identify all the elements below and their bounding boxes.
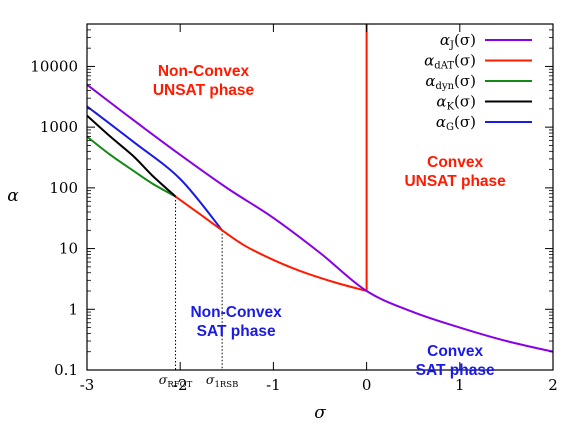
region-labels: Non-Convex UNSAT phase Convex UNSAT phase No… [153,63,506,379]
legend-label: αK(σ) [436,93,476,113]
series-line [86,135,177,198]
region-label: Non-Convex SAT phase [190,304,282,340]
marker-label: σRFOT [159,372,193,390]
legend-label: αG(σ) [436,113,476,133]
marker-lines [175,196,223,370]
x-axis-label: σ [314,403,326,423]
y-tick-label: 1 [68,300,78,318]
curves [86,24,554,353]
x-tick-label: -2 [173,376,188,394]
series-line [174,195,367,292]
legend: αJ(σ)αdAT(σ)αdyn(σ)αK(σ)αG(σ) [424,31,532,133]
y-tick-label: 100 [49,179,78,197]
tick-labels: -3 -2 -1 0 1 2 0.1 1 10 100 1000 10000 [30,57,557,394]
x-tick-label: -3 [80,376,95,394]
region-label: Non-Convex UNSAT phase [153,63,255,99]
marker-label: σ1RSB [206,372,238,390]
x-tick-label: -1 [266,376,281,394]
legend-label: αdAT(σ) [424,52,476,72]
series-line [86,105,223,231]
x-tick-label: 2 [548,376,558,394]
region-label: Convex SAT phase [416,343,495,379]
x-tick-label: 0 [362,376,372,394]
series-line [86,83,554,353]
y-axis-label: α [7,186,19,206]
tick-marks [86,23,554,371]
series-line [86,114,177,198]
legend-label: αJ(σ) [440,31,476,51]
region-label: Convex UNSAT phase [404,154,506,190]
legend-label: αdyn(σ) [425,72,476,92]
sigma-markers: σRFOT σ1RSB [159,372,239,390]
y-tick-label: 10000 [30,57,78,75]
y-tick-label: 0.1 [54,361,78,379]
x-tick-label: 1 [455,376,465,394]
y-tick-label: 10 [59,240,78,258]
y-tick-label: 1000 [40,118,78,136]
